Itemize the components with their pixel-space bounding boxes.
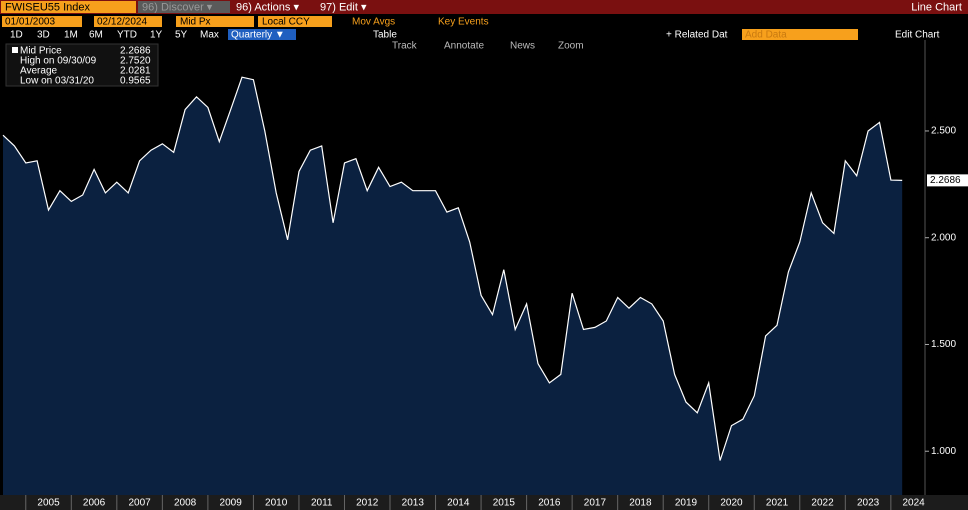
y-tick-label: 2.500 [931,126,956,137]
legend-label: High on 09/30/09 [20,56,97,67]
period-button[interactable]: 1Y [150,30,163,41]
period-button[interactable]: 3D [37,30,50,41]
line [2,76,903,461]
edit-chart[interactable]: Edit Chart [895,30,940,41]
field-box[interactable] [176,16,254,27]
legend-label: Low on 03/31/20 [20,76,94,87]
chart-tool[interactable]: Annotate [444,41,484,52]
actions[interactable]: 96) Actions ▾ [236,1,299,13]
discover-box[interactable] [138,1,230,13]
x-tick-label: 2023 [857,498,880,509]
x-tick-label: 2016 [538,498,561,509]
frequency[interactable]: Quarterly ▼ [231,30,285,41]
x-tick-label: 2022 [811,498,834,509]
chart-tool[interactable]: Zoom [558,41,584,52]
last-price-tag [927,174,968,187]
x-axis-panel [0,495,968,510]
x-tick-label: 2008 [174,498,197,509]
title-bar [0,0,968,14]
add-data[interactable]: Add Data [745,30,787,41]
x-tick-label: 2011 [311,498,333,509]
x-tick-label: 2009 [220,498,243,509]
view-name: Line Chart [911,1,962,13]
period-button[interactable]: 6M [89,30,103,41]
legend-box [5,43,159,87]
start-box[interactable] [2,16,82,27]
legend-swatch [12,47,18,53]
mov-avgs[interactable]: Mov Avgs [352,17,395,28]
x-tick-label: 2019 [675,498,698,509]
period-button[interactable]: YTD [117,30,137,41]
x-tick-label: 2005 [37,498,60,509]
field[interactable]: Mid Px [180,17,211,28]
legend-value: 2.7520 [120,56,151,67]
start-date[interactable]: 01/01/2003 [5,17,55,28]
x-tick-label: 2010 [265,498,288,509]
end-date[interactable]: 02/12/2024 [97,17,147,28]
legend-value: 0.9565 [120,76,151,87]
ccy-box[interactable] [258,16,332,27]
add-data-box[interactable] [742,29,858,40]
x-tick-label: 2020 [720,498,743,509]
frequency-box[interactable] [228,29,296,40]
x-tick-label: 2013 [402,498,425,509]
x-tick-label: 2012 [356,498,379,509]
period-button[interactable]: Max [200,30,219,41]
y-tick-label: 2.000 [931,232,956,243]
y-tick-label: 1.000 [931,446,956,457]
period-button[interactable]: 1D [10,30,23,41]
end-box[interactable] [94,16,162,27]
period-button[interactable]: 1M [64,30,78,41]
chart-tool[interactable]: News [510,41,535,52]
legend-value: 2.0281 [120,66,151,77]
x-tick-label: 2017 [584,498,607,509]
x-tick-label: 2007 [128,498,151,509]
related[interactable]: + Related Dat [666,30,728,41]
y-tick-label: 1.500 [931,339,956,350]
area [3,77,903,495]
currency[interactable]: Local CCY [262,17,310,28]
x-tick-label: 2006 [83,498,106,509]
last-price: 2.2686 [930,175,961,186]
period-button[interactable]: 5Y [175,30,188,41]
legend-label: Average [20,66,58,77]
x-tick-label: 2018 [629,498,652,509]
chart-tool[interactable]: Track [392,41,418,52]
x-tick-label: 2024 [902,498,925,509]
x-tick-label: 2015 [493,498,516,509]
table[interactable]: Table [373,30,397,41]
x-tick-label: 2021 [766,498,789,509]
edit[interactable]: 97) Edit ▾ [320,1,367,13]
ticker-box[interactable] [1,1,136,13]
discover[interactable]: 96) Discover ▾ [142,1,213,13]
key-events[interactable]: Key Events [438,17,489,28]
right-axis-panel [925,40,968,495]
x-tick-label: 2014 [447,498,470,509]
legend-value: 2.2686 [120,46,151,57]
ticker[interactable]: FWISEU55 Index [5,1,90,13]
legend-label: Mid Price [20,46,62,57]
